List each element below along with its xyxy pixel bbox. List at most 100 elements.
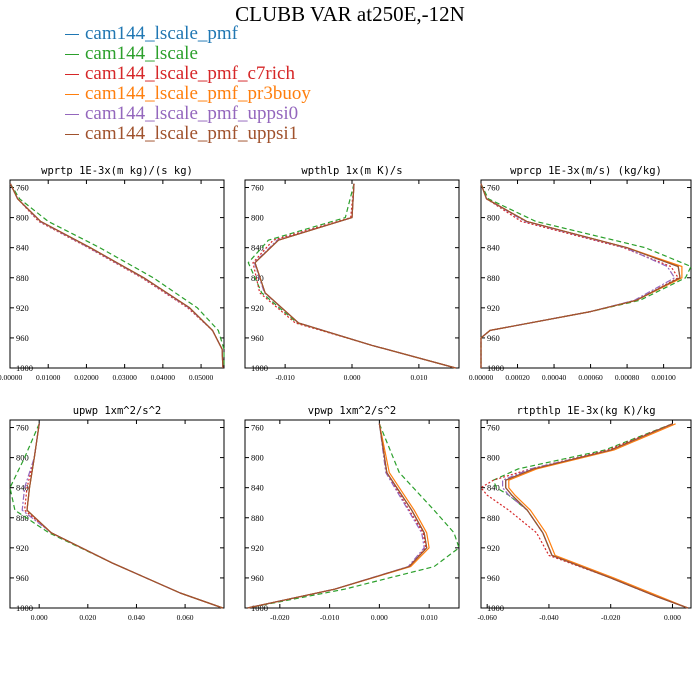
legend-item: cam144_lscale_pmf (65, 24, 311, 44)
y-tick-label: 1000 (251, 603, 268, 613)
legend-label: cam144_lscale_pmf_c7rich (85, 63, 295, 84)
y-tick-label: 960 (251, 573, 264, 583)
y-tick-label: 920 (487, 543, 500, 553)
series-line-1 (480, 183, 681, 368)
legend-item: cam144_lscale_pmf_c7rich (65, 64, 311, 84)
legend-swatch (65, 134, 79, 136)
panel-title: upwp 1xm^2/s^2 (73, 405, 162, 417)
x-tick-label: 0.010 (421, 613, 438, 622)
x-tick-label: 0.000 (344, 373, 361, 382)
x-tick-label: -0.010 (275, 373, 295, 382)
series-line-4 (480, 183, 683, 368)
x-tick-label: 0.00060 (578, 373, 603, 382)
panel-4: upwp 1xm^2/s^2 760 800 840 880 920 960 10000.00… (9, 405, 225, 622)
series-line-6 (254, 183, 456, 369)
plot-frame (9, 179, 225, 369)
y-tick-label: 800 (16, 213, 29, 223)
x-tick-label: 0.040 (128, 613, 145, 622)
x-tick-label: -0.010 (320, 613, 340, 622)
y-tick-label: 760 (16, 183, 29, 193)
series-line-3 (24, 423, 223, 609)
x-tick-label: 0.00000 (0, 373, 22, 382)
series-line-2 (9, 183, 225, 368)
panel-title: wprtp 1E-3x(m kg)/(s kg) (41, 165, 193, 177)
legend-label: cam144_lscale (85, 43, 198, 64)
y-tick-label: 800 (487, 453, 500, 463)
y-tick-label: 760 (251, 183, 264, 193)
x-tick-label: 0.04000 (151, 373, 176, 382)
series-line-4 (247, 423, 430, 609)
series-line-4 (26, 423, 223, 609)
series-line-3 (247, 423, 427, 609)
y-tick-label: 960 (487, 333, 500, 343)
y-tick-label: 840 (487, 243, 500, 253)
y-tick-label: 960 (16, 573, 29, 583)
legend-swatch (65, 34, 79, 36)
y-tick-label: 880 (487, 513, 500, 523)
y-tick-label: 920 (16, 543, 29, 553)
y-tick-label: 880 (16, 273, 29, 283)
series-line-2 (480, 183, 692, 368)
x-tick-label: -0.060 (477, 613, 497, 622)
plot-frame (480, 179, 692, 369)
panel-3: wprcp 1E-3x(m/s) (kg/kg) 760 800 840 880 920 9… (469, 165, 692, 382)
x-tick-label: 0.00020 (505, 373, 530, 382)
legend-swatch (65, 114, 79, 116)
series-line-3 (480, 423, 689, 609)
figure-title: CLUBB VAR at250E,-12N (235, 2, 465, 26)
legend-label: cam144_lscale_pmf_pr3buoy (85, 83, 311, 104)
x-tick-label: 0.020 (79, 613, 96, 622)
panel-2: wpthlp 1x(m K)/s 760 800 840 880 920 960 1000 -0… (244, 165, 460, 382)
y-tick-label: 880 (16, 513, 29, 523)
y-tick-label: 880 (251, 513, 264, 523)
y-tick-label: 920 (487, 303, 500, 313)
y-tick-label: 960 (251, 333, 264, 343)
y-tick-label: 960 (487, 573, 500, 583)
legend-swatch (65, 74, 79, 76)
y-tick-label: 1000 (251, 363, 268, 373)
series-line-6 (247, 423, 428, 609)
x-tick-label: 0.010 (410, 373, 427, 382)
series-line-5 (9, 183, 224, 369)
panel-1: wprtp 1E-3x(m kg)/(s kg) 760 800 840 880 920 9… (0, 165, 225, 382)
y-tick-label: 800 (16, 453, 29, 463)
y-tick-label: 840 (487, 483, 500, 493)
series-line-3 (9, 183, 224, 369)
series-line-5 (502, 423, 689, 609)
y-tick-label: 880 (251, 273, 264, 283)
plot-frame (244, 419, 460, 609)
series-line-6 (480, 183, 681, 368)
y-tick-label: 800 (251, 213, 264, 223)
x-tick-label: 0.00000 (469, 373, 494, 382)
panel-6: rtpthlp 1E-3x(kg K)/kg 760 800 840 880 920 960… (477, 405, 692, 622)
y-tick-label: 760 (487, 183, 500, 193)
series-line-1 (247, 423, 428, 609)
x-tick-label: 0.05000 (189, 373, 214, 382)
y-tick-label: 800 (487, 213, 500, 223)
x-tick-label: -0.020 (601, 613, 621, 622)
plot-frame (480, 419, 692, 609)
y-tick-label: 800 (251, 453, 264, 463)
legend-item: cam144_lscale_pmf_uppsi0 (65, 104, 311, 124)
series-line-2 (9, 423, 223, 609)
y-tick-label: 1000 (487, 363, 504, 373)
legend-swatch (65, 54, 79, 56)
y-tick-label: 840 (251, 243, 264, 253)
y-tick-label: 840 (16, 483, 29, 493)
series-line-6 (9, 183, 224, 369)
x-tick-label: 0.00080 (615, 373, 640, 382)
x-tick-label: 0.02000 (74, 373, 99, 382)
plot-frame (9, 419, 225, 609)
legend-item: cam144_lscale_pmf_uppsi1 (65, 124, 311, 144)
y-tick-label: 920 (251, 303, 264, 313)
panel-title: vpwp 1xm^2/s^2 (308, 405, 397, 417)
panel-title: wpthlp 1x(m K)/s (301, 165, 402, 177)
y-tick-label: 920 (251, 543, 264, 553)
x-tick-label: 0.000 (664, 613, 681, 622)
legend: cam144_lscale_pmf cam144_lscale cam144_l… (65, 24, 311, 144)
legend-item: cam144_lscale_pmf_pr3buoy (65, 84, 311, 104)
y-tick-label: 760 (251, 423, 264, 433)
x-tick-label: -0.040 (539, 613, 559, 622)
y-tick-label: 760 (16, 423, 29, 433)
y-tick-label: 880 (487, 273, 500, 283)
